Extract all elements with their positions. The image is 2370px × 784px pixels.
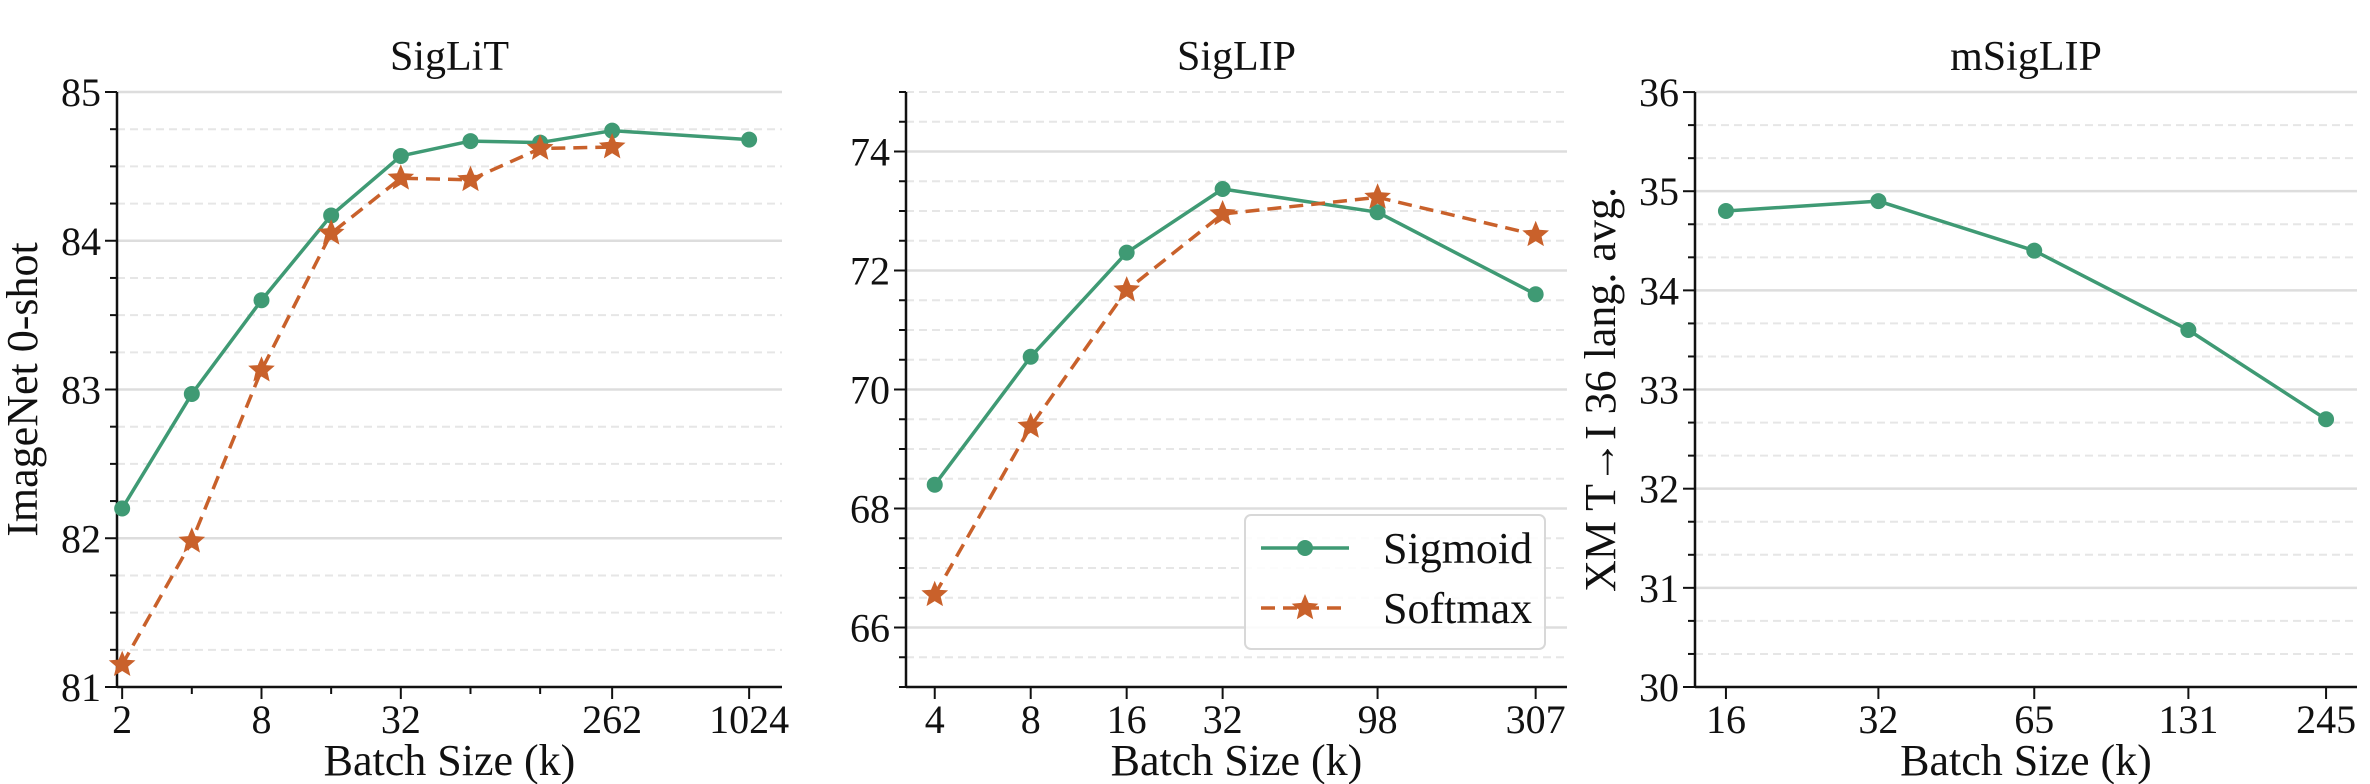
data-point-softmax [108, 650, 136, 676]
series-line-sigmoid [933, 187, 1537, 486]
data-point-sigmoid [741, 131, 758, 148]
data-point-sigmoid [183, 385, 200, 402]
y-tick-label: 30 [1639, 665, 1679, 710]
data-point-sigmoid [2026, 242, 2043, 259]
legend-star-marker [1291, 594, 1319, 620]
x-tick-label: 32 [381, 697, 421, 742]
y-tick-label: 72 [850, 249, 890, 294]
y-axis-label: ImageNet 0-shot [0, 242, 47, 536]
x-tick-label: 98 [1358, 697, 1398, 742]
y-tick-label: 84 [61, 219, 101, 264]
data-point-softmax [1017, 412, 1044, 438]
x-tick-label: 16 [1107, 697, 1147, 742]
data-point-sigmoid [1870, 193, 1887, 210]
data-point-softmax [1364, 183, 1391, 209]
data-point-softmax [1209, 200, 1236, 226]
data-point-softmax [248, 356, 275, 382]
data-point-sigmoid [1369, 204, 1386, 221]
y-tick-label: 31 [1639, 566, 1679, 611]
x-tick-label: 245 [2296, 697, 2356, 742]
x-tick-label: 8 [1021, 697, 1041, 742]
x-tick-label: 32 [1203, 697, 1243, 742]
x-tick-label: 65 [2014, 697, 2054, 742]
series-line-sigmoid [120, 128, 750, 510]
data-point-softmax [178, 527, 206, 553]
x-tick-label: 2 [112, 697, 132, 742]
chart-title: SigLIP [1177, 34, 1296, 80]
chart-title: SigLiT [390, 34, 509, 80]
x-tick-label: 307 [1506, 697, 1566, 742]
data-point-sigmoid [2180, 322, 2197, 338]
data-point-softmax [1113, 276, 1140, 302]
y-tick-label: 70 [850, 368, 890, 413]
data-point-softmax [457, 165, 484, 192]
data-point-sigmoid [926, 476, 943, 493]
data-point-sigmoid [2318, 411, 2335, 428]
series-line-sigmoid [1725, 199, 2328, 421]
chart-msiglip: 30 31 32 33 34 35 36 16 32 65 131 245 mSigLIP Batch S… [1576, 34, 2357, 784]
series-line-softmax [120, 145, 613, 666]
data-point-sigmoid [114, 500, 131, 517]
data-point-softmax [921, 580, 949, 607]
legend: Sigmoid Softmax [1244, 514, 1546, 650]
x-axis-label: Batch Size (k) [1111, 736, 1363, 784]
y-tick-label: 34 [1639, 268, 1679, 313]
data-point-softmax [598, 133, 626, 159]
x-axis-label: Batch Size (k) [324, 736, 576, 784]
y-tick-label: 74 [850, 130, 890, 175]
x-tick-label: 8 [251, 697, 271, 742]
series-line-softmax [933, 195, 1537, 596]
data-point-sigmoid [392, 147, 409, 164]
x-tick-label: 16 [1706, 697, 1746, 742]
data-point-softmax [526, 134, 554, 160]
data-point-sigmoid [1118, 244, 1135, 261]
y-tick-label: 66 [850, 606, 890, 651]
x-tick-label: 1024 [709, 697, 789, 742]
chart-title: mSigLIP [1950, 34, 2102, 80]
y-tick-label: 82 [61, 516, 101, 561]
y-tick-label: 85 [61, 70, 101, 115]
x-tick-label: 32 [1858, 697, 1898, 742]
y-tick-label: 36 [1639, 70, 1679, 115]
y-tick-label: 32 [1639, 467, 1679, 512]
data-point-sigmoid [1022, 348, 1039, 365]
data-point-sigmoid [1717, 203, 1734, 219]
data-point-sigmoid [1527, 286, 1544, 303]
legend-circle-marker [1297, 540, 1313, 556]
data-point-softmax [1522, 220, 1549, 247]
data-point-sigmoid [1214, 180, 1231, 197]
y-tick-label: 83 [61, 368, 101, 413]
chart-siglit: 81 82 83 84 85 2 8 32 262 1024 SigLiT Batch Size (k… [0, 34, 789, 784]
x-tick-label: 262 [582, 697, 642, 742]
data-point-softmax [387, 164, 415, 190]
chart-siglip: 66 68 70 72 74 4 8 16 32 98 307 SigLIP Batch Size (k… [850, 34, 1567, 784]
legend-label: Sigmoid [1383, 524, 1532, 573]
data-point-sigmoid [462, 133, 479, 150]
data-point-sigmoid [604, 122, 621, 139]
data-point-sigmoid [323, 207, 340, 224]
x-axis-label: Batch Size (k) [1900, 736, 2152, 784]
legend-label: Softmax [1383, 584, 1532, 633]
y-axis-label: XM T→I 36 lang. avg. [1576, 187, 1625, 592]
x-tick-label: 4 [925, 697, 945, 742]
x-tick-label: 131 [2158, 697, 2218, 742]
y-tick-label: 68 [850, 487, 890, 532]
y-tick-label: 33 [1639, 368, 1679, 413]
y-tick-label: 81 [61, 665, 101, 710]
data-point-softmax [317, 219, 345, 245]
y-tick-label: 35 [1639, 169, 1679, 214]
data-point-sigmoid [253, 292, 270, 309]
